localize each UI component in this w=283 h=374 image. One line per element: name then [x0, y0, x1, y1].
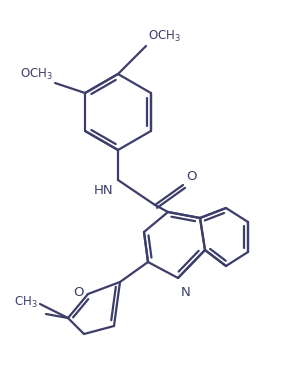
Text: HN: HN [94, 184, 114, 197]
Text: OCH$_3$: OCH$_3$ [148, 29, 181, 44]
Text: OCH$_3$: OCH$_3$ [20, 67, 53, 82]
Text: O: O [74, 286, 84, 300]
Text: O: O [186, 170, 196, 183]
Text: CH$_3$: CH$_3$ [14, 294, 38, 310]
Text: N: N [181, 286, 191, 299]
